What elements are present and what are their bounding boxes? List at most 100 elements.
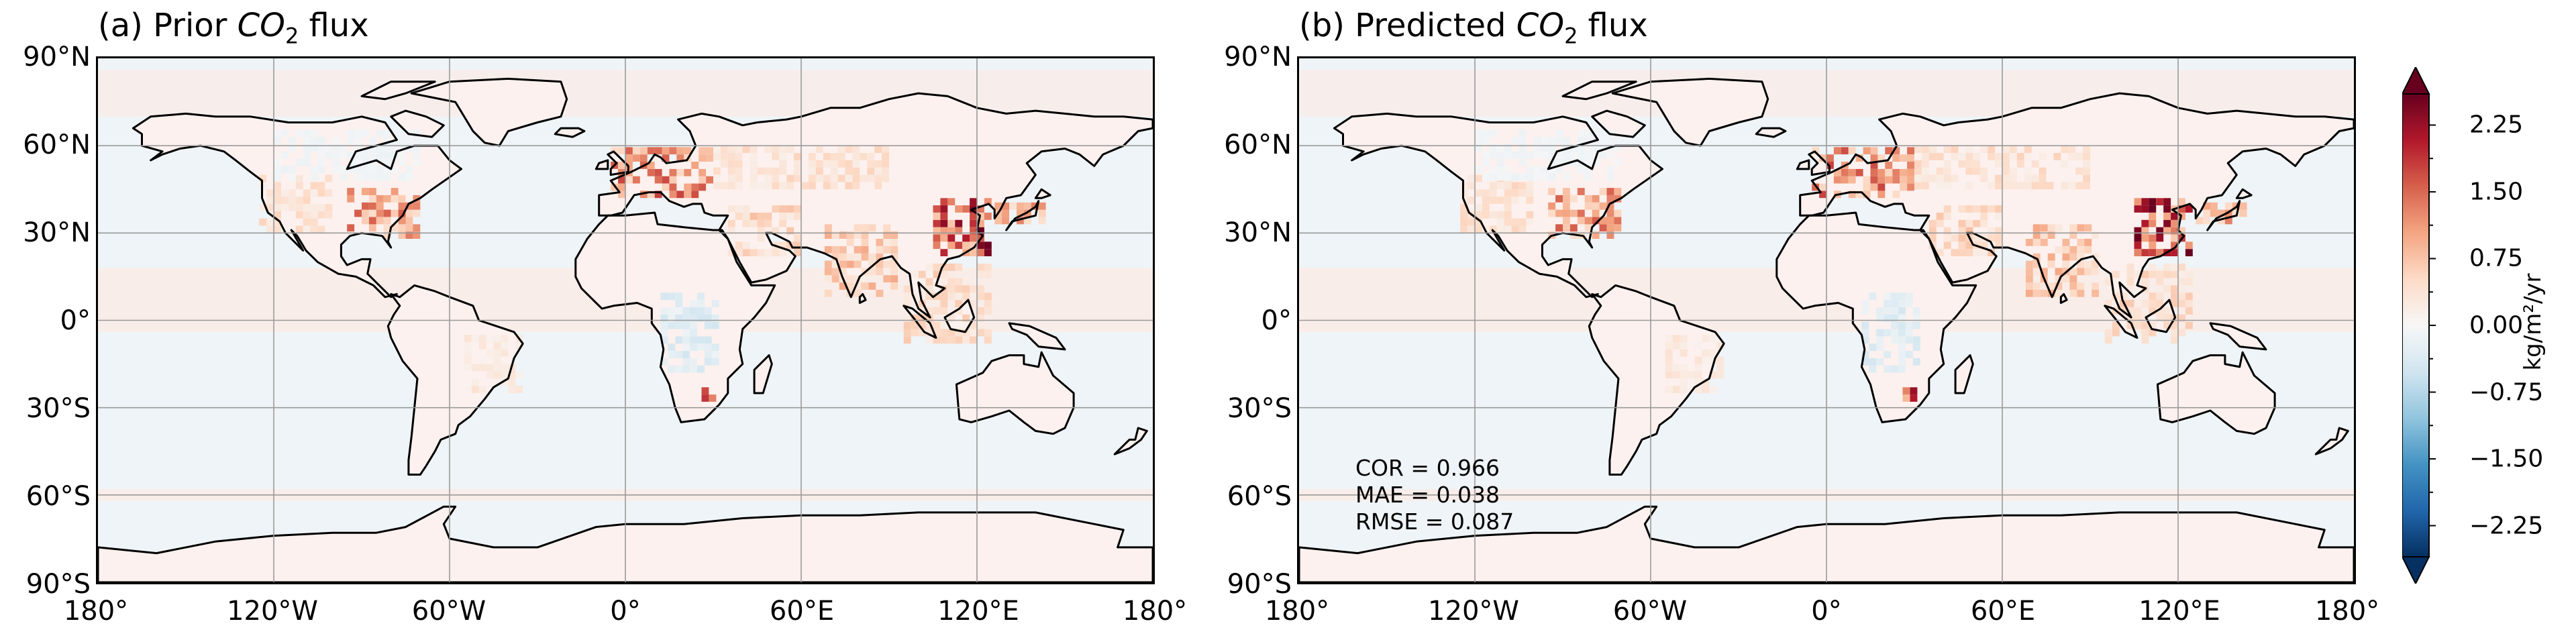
- flux-cell-canada-sink-b: [1563, 158, 1570, 166]
- flux-cell-brazil-b: [1672, 364, 1680, 372]
- flux-cell-western-usa-a: [303, 225, 311, 233]
- flux-cell-europe-b: [1885, 162, 1893, 169]
- flux-cell-russia-a: [808, 182, 816, 190]
- flux-cell-southeast-asia-b: [2126, 321, 2134, 329]
- coastline-north-america-a: [132, 112, 462, 299]
- flux-cell-middle-east-a: [742, 249, 750, 256]
- flux-cell-india-b: [2032, 231, 2041, 239]
- flux-cell-brazil-a: [493, 364, 501, 372]
- flux-cell-russia-b: [2016, 182, 2024, 190]
- flux-cell-eastern-usa-b: [1592, 195, 1600, 203]
- land-madagascar-b: [1955, 355, 1973, 393]
- coastline-south-america-b: [1588, 284, 1725, 476]
- flux-cell-brazil-b: [1680, 364, 1688, 372]
- flux-cell-canada-sink-a: [310, 166, 318, 174]
- flux-cell-canada-sink-b: [1614, 144, 1622, 152]
- flux-cell-central-africa-sink-a: [682, 351, 690, 358]
- flux-cell-east-china-b: [2134, 241, 2142, 250]
- flux-cell-central-africa-sink-b: [1898, 300, 1906, 307]
- flux-cell-india-b: [2032, 224, 2041, 232]
- flux-cell-canada-sink-b: [1475, 129, 1482, 138]
- flux-cell-central-africa-sink-b: [1884, 365, 1892, 373]
- flux-cell-south-africa-a: [709, 394, 717, 402]
- flux-cell-canada-sink-a: [368, 166, 376, 174]
- flux-cell-central-africa-sink-b: [1861, 329, 1869, 337]
- flux-cell-central-africa-sink-a: [660, 336, 668, 344]
- flux-cell-europe-a: [662, 183, 670, 191]
- flux-cell-central-africa-sink-a: [711, 343, 719, 351]
- flux-cell-central-africa-sink-a: [668, 365, 676, 373]
- flux-cell-central-africa-sink-a: [668, 351, 676, 358]
- flux-cell-central-africa-sink-b: [1912, 314, 1920, 322]
- flux-cell-southeast-asia-a: [984, 329, 992, 337]
- flux-cell-canada-sink-a: [340, 166, 348, 174]
- flux-cell-southeast-asia-a: [940, 336, 948, 344]
- flux-cell-india-a: [846, 253, 854, 261]
- flux-cell-japan-korea-b: [2232, 209, 2240, 217]
- flux-cell-canada-sink-a: [303, 151, 311, 159]
- flux-cell-central-africa-sink-b: [1884, 292, 1892, 301]
- flux-cell-india-b: [2077, 268, 2085, 276]
- flux-cell-russia-b: [2083, 153, 2090, 160]
- flux-cell-east-china-a: [970, 241, 977, 250]
- flux-cell-east-china-a: [984, 249, 992, 256]
- flux-cell-russia-b: [2002, 174, 2010, 182]
- flux-cell-russia-b: [2068, 153, 2076, 160]
- flux-cell-western-usa-b: [1467, 225, 1475, 233]
- flux-cell-russia-b: [2046, 182, 2054, 190]
- flux-cell-india-a: [824, 275, 832, 282]
- flux-cell-east-china-a: [984, 213, 992, 220]
- flux-cell-western-usa-a: [274, 218, 281, 226]
- flux-cell-japan-korea-a: [994, 202, 1002, 210]
- flux-cell-middle-east-a: [727, 249, 735, 256]
- flux-cell-brazil-b: [1709, 356, 1717, 364]
- flux-cell-japan-korea-a: [1002, 209, 1009, 217]
- flux-cell-central-africa-sink-a: [711, 351, 719, 358]
- flux-cell-india-b: [2032, 239, 2041, 246]
- flux-cell-south-africa-a: [701, 394, 709, 402]
- flux-cell-eastern-usa-b: [1577, 217, 1585, 225]
- flux-cell-east-china-b: [2134, 227, 2142, 235]
- flux-cell-middle-east-a: [779, 219, 787, 227]
- flux-cell-canada-sink-a: [383, 137, 391, 144]
- flux-cell-brazil-b: [1680, 378, 1688, 386]
- flux-cell-russia-a: [772, 182, 780, 190]
- flux-cell-japan-korea-a: [1002, 217, 1009, 225]
- flux-cell-southeast-asia-a: [947, 285, 956, 293]
- flux-cell-russia-a: [867, 167, 875, 175]
- flux-cell-central-africa-sink-b: [1891, 307, 1898, 315]
- flux-cell-southeast-asia-a: [962, 314, 970, 322]
- flux-cell-central-africa-sink-b: [1891, 365, 1898, 373]
- flux-cell-central-africa-sink-b: [1861, 351, 1869, 358]
- flux-cell-middle-east-b: [1943, 213, 1951, 220]
- flux-cell-brazil-b: [1709, 349, 1717, 357]
- flux-cell-southeast-asia-a: [903, 292, 911, 301]
- flux-cell-eastern-usa-a: [383, 195, 391, 203]
- flux-cell-europe-b: [1819, 191, 1826, 199]
- flux-cell-central-africa-sink-b: [1898, 321, 1906, 329]
- flux-cell-eastern-usa-a: [405, 231, 413, 239]
- flux-cell-russia-b: [2039, 182, 2047, 190]
- flux-cell-western-usa-a: [266, 189, 274, 197]
- flux-cell-russia-b: [1936, 153, 1944, 160]
- flux-cell-southeast-asia-a: [903, 321, 911, 329]
- flux-cell-western-usa-a: [266, 197, 274, 204]
- flux-cell-india-b: [2069, 289, 2077, 297]
- flux-cell-india-a: [890, 246, 898, 254]
- flux-cell-japan-korea-b: [2224, 217, 2232, 225]
- flux-cell-india-b: [2032, 253, 2041, 261]
- flux-cell-russia-a: [852, 182, 860, 190]
- flux-cell-brazil-b: [1709, 386, 1717, 393]
- flux-cell-western-usa-b: [1482, 211, 1490, 219]
- flux-cell-east-china-a: [955, 241, 963, 250]
- flux-cell-europe-b: [1892, 176, 1900, 184]
- flux-cell-russia-a: [830, 174, 838, 182]
- flux-cell-southeast-asia-b: [2126, 263, 2134, 271]
- flux-cell-southeast-asia-b: [2149, 263, 2157, 271]
- flux-cell-middle-east-b: [1943, 205, 1951, 213]
- flux-cell-russia-b: [2009, 182, 2017, 190]
- flux-cell-europe-b: [1848, 168, 1856, 176]
- flux-cell-europe-b: [1812, 147, 1820, 155]
- flux-cell-eastern-usa-a: [383, 209, 391, 217]
- flux-cell-canada-sink-a: [405, 173, 413, 181]
